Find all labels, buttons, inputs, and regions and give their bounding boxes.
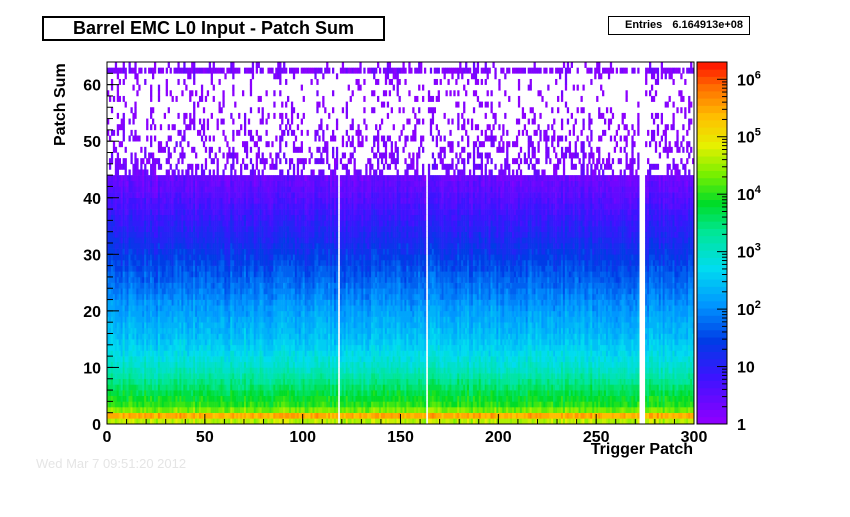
z-tick-label: 102 xyxy=(737,299,761,319)
color-bar-segment xyxy=(697,395,727,403)
color-bar-segment xyxy=(697,351,727,360)
color-bar-segment xyxy=(697,402,727,410)
color-bar-segment xyxy=(697,127,727,135)
z-tick-label: 10 xyxy=(737,360,755,377)
color-bar-segment xyxy=(697,83,727,92)
y-tick-label: 20 xyxy=(83,304,101,321)
x-tick-label: 50 xyxy=(196,429,214,446)
color-bar-segment xyxy=(697,257,727,266)
color-bar-segment xyxy=(697,119,727,128)
z-tick-label: 104 xyxy=(737,184,762,204)
color-bar-segment xyxy=(697,308,727,316)
color-bar-frame xyxy=(696,61,728,425)
color-bar-segment xyxy=(697,243,727,251)
z-tick-label: 103 xyxy=(737,242,761,262)
color-bar-segment xyxy=(697,366,727,374)
color-bar-segment xyxy=(697,286,727,295)
color-bar-segment xyxy=(697,409,727,418)
color-bar-segment xyxy=(697,300,727,309)
color-bar-segment xyxy=(697,90,727,99)
color-bar-segment xyxy=(697,279,727,287)
y-tick-label: 40 xyxy=(83,191,101,208)
color-bar-segment xyxy=(697,112,727,121)
x-tick-label: 300 xyxy=(681,429,708,446)
color-bar-segment xyxy=(697,264,727,273)
color-bar xyxy=(697,62,727,425)
stats-label: Entries xyxy=(625,19,663,31)
color-bar-segment xyxy=(697,322,727,331)
color-bar-segment xyxy=(697,62,727,70)
color-bar-segment xyxy=(697,170,727,179)
y-tick-label: 0 xyxy=(92,417,101,434)
footer-timestamp: Wed Mar 7 09:51:20 2012 xyxy=(36,456,187,471)
y-tick-label: 10 xyxy=(83,360,101,377)
chart-title: Barrel EMC L0 Input - Patch Sum xyxy=(42,16,385,41)
color-bar-segment xyxy=(697,337,727,345)
y-tick-label: 50 xyxy=(83,134,101,151)
color-bar-segment xyxy=(697,416,727,425)
color-bar-segment xyxy=(697,163,727,171)
color-bar-segment xyxy=(697,250,727,258)
color-bar-segment xyxy=(697,156,727,164)
color-bar-segment xyxy=(697,373,727,381)
color-bar-segment xyxy=(697,329,727,338)
y-tick-label: 60 xyxy=(83,78,101,95)
color-bar-segment xyxy=(697,271,727,280)
color-bar-segment xyxy=(697,214,727,222)
color-bar-segment xyxy=(697,199,727,208)
x-tick-label: 150 xyxy=(387,429,414,446)
y-axis-title: Patch Sum xyxy=(52,63,69,146)
color-bar-segment xyxy=(697,228,727,237)
color-bar-segment xyxy=(697,293,727,302)
color-bar-segment xyxy=(697,192,727,200)
x-tick-label: 0 xyxy=(103,429,112,446)
color-bar-segment xyxy=(697,221,727,229)
y-tick-label: 30 xyxy=(83,247,101,264)
color-bar-segment xyxy=(697,105,727,114)
color-bar-segment xyxy=(697,387,727,396)
z-tick-label: 1 xyxy=(737,417,746,434)
color-bar-segment xyxy=(697,148,727,157)
color-bar-segment xyxy=(697,76,727,85)
color-bar-segment xyxy=(697,344,727,352)
color-bar-segment xyxy=(697,315,727,324)
color-bar-segment xyxy=(697,177,727,186)
x-tick-label: 250 xyxy=(583,429,610,446)
color-bar-segment xyxy=(697,206,727,215)
z-tick-label: 105 xyxy=(737,127,761,147)
stats-value: 6.164913e+08 xyxy=(672,19,743,31)
color-bar-segment xyxy=(697,358,727,367)
color-bar-segment xyxy=(697,380,727,389)
stats-box: Entries 6.164913e+08 xyxy=(608,16,750,35)
heatmap-cells xyxy=(107,62,695,425)
color-bar-segment xyxy=(697,141,727,150)
color-bar-segment xyxy=(697,134,727,143)
z-tick-label: 106 xyxy=(737,69,761,89)
color-bar-segment xyxy=(697,69,727,77)
x-tick-label: 100 xyxy=(289,429,316,446)
color-bar-segment xyxy=(697,185,727,193)
color-bar-segment xyxy=(697,235,727,244)
color-bar-segment xyxy=(697,98,727,106)
x-tick-label: 200 xyxy=(485,429,512,446)
x-axis-title: Trigger Patch xyxy=(590,441,693,458)
